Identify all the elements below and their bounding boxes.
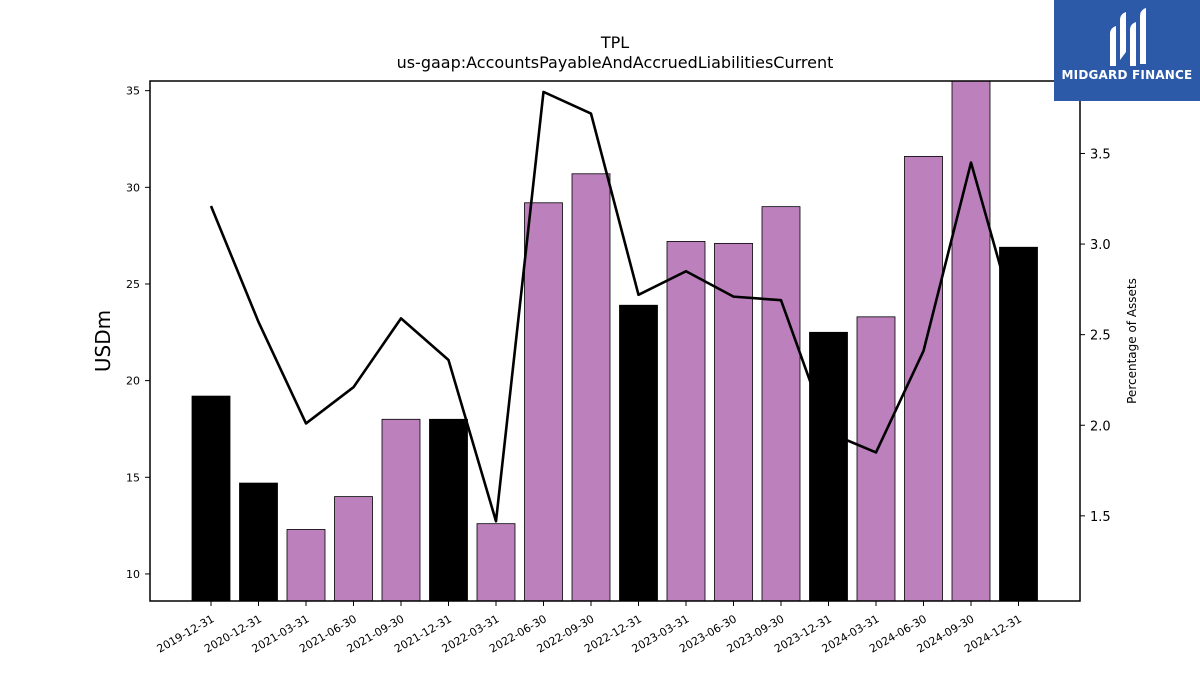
bar-2022-09-30: [571, 173, 611, 602]
percentage-line: [209, 90, 1020, 523]
bar-2023-06-30: [714, 242, 753, 602]
right-y-tick-label: 1.5: [1090, 510, 1111, 525]
right-axis-ticks: 1.5 2.0 2.5 3.0 3.5: [1080, 147, 1111, 525]
bar-2024-12-31: [999, 246, 1038, 602]
bar-2021-03-31: [286, 529, 326, 602]
bar-2021-12-31: [429, 418, 468, 602]
logo-text: MIDGARD FINANCE: [1061, 68, 1193, 82]
chart-subtitle: us-gaap:AccountsPayableAndAccruedLiabili…: [397, 53, 834, 72]
bar-group: [191, 80, 1038, 602]
y-tick-label: 30: [126, 181, 140, 194]
bar-2023-09-30: [761, 206, 801, 602]
line-group: [209, 90, 1020, 523]
y-tick-label: 15: [126, 471, 140, 484]
bar-2024-03-31: [856, 316, 896, 602]
right-y-tick-label: 2.0: [1090, 419, 1111, 434]
bar-2024-09-30: [951, 80, 991, 602]
y-tick-label: 35: [126, 85, 140, 98]
bar-2019-12-31: [191, 395, 231, 602]
midgard-finance-logo: MIDGARD FINANCE: [1054, 0, 1200, 101]
bar-2023-03-31: [666, 241, 706, 602]
logo-mark-icon: [1110, 8, 1146, 66]
bar-2023-12-31: [809, 331, 848, 602]
bar-2021-09-30: [381, 418, 421, 602]
y-tick-label: 10: [126, 568, 140, 581]
left-axis-ticks: 10 15 20 25 30 35: [126, 85, 150, 581]
right-y-tick-label: 3.0: [1090, 238, 1111, 253]
x-axis-ticks: 2019-12-312020-12-312021-03-312021-06-30…: [155, 601, 1024, 656]
bar-2022-06-30: [524, 202, 563, 602]
y-tick-label: 20: [126, 375, 140, 388]
y-tick-label: 25: [126, 278, 140, 291]
right-y-tick-label: 2.5: [1090, 329, 1111, 344]
right-y-axis-label: Percentage of Assets: [1125, 278, 1139, 404]
bar-2021-06-30: [334, 496, 373, 602]
bar-2020-12-31: [239, 482, 278, 602]
right-y-tick-label: 3.5: [1090, 147, 1111, 162]
plot-frame: [149, 80, 1081, 602]
bar-2022-03-31: [476, 523, 516, 602]
y-axis-label: USDm: [91, 310, 115, 372]
chart-title: TPL: [600, 33, 629, 52]
bar-2022-12-31: [619, 304, 658, 602]
